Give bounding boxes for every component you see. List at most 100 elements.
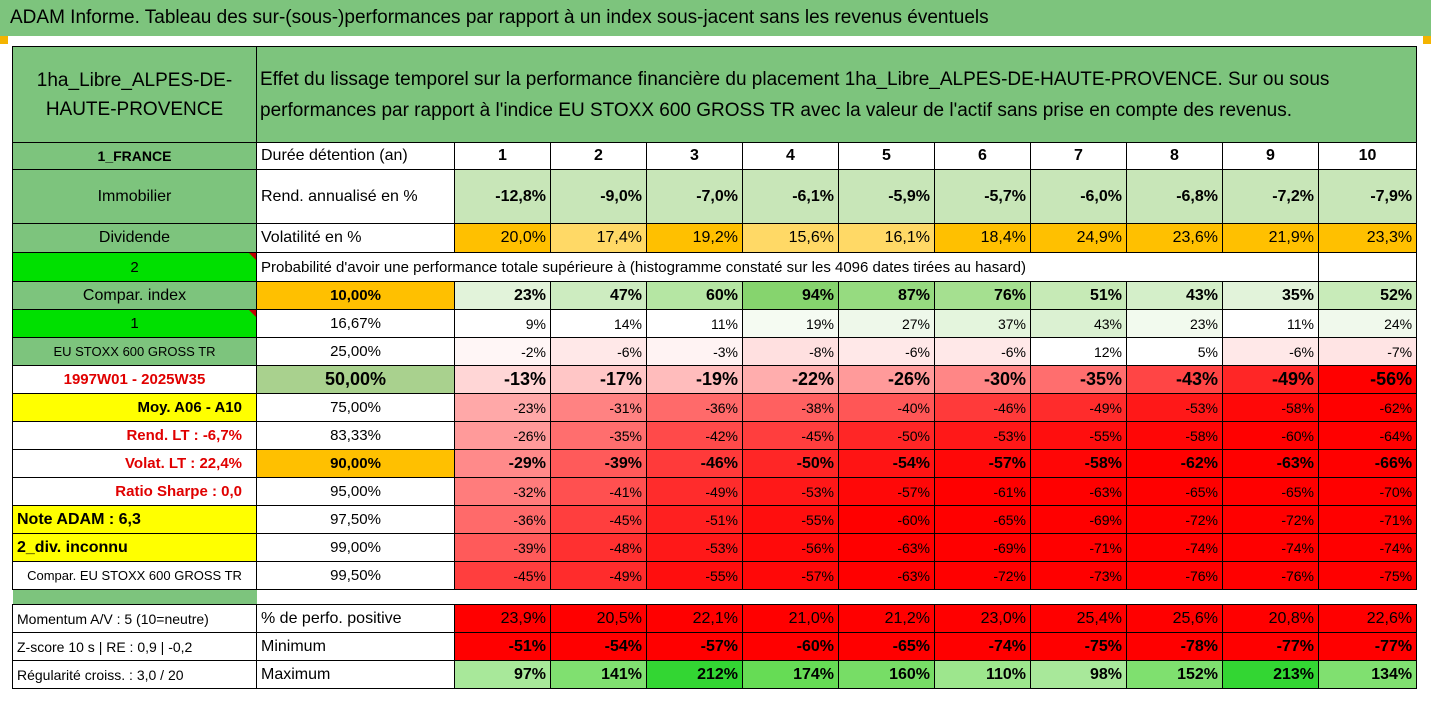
quantile-label: 25,00% bbox=[256, 337, 455, 366]
prob-cell: -45% bbox=[454, 561, 551, 590]
prob-cell: 52% bbox=[1317, 281, 1418, 310]
prob-cell: -45% bbox=[550, 505, 647, 534]
prob-cell: -51% bbox=[646, 505, 743, 534]
quantile-label: 99,50% bbox=[256, 561, 455, 590]
prob-cell: -49% bbox=[1030, 393, 1127, 422]
prob-cell: -35% bbox=[550, 421, 647, 450]
prob-cell: -29% bbox=[454, 449, 551, 478]
maximum-cell: 98% bbox=[1030, 660, 1127, 689]
year-header: 10 bbox=[1317, 142, 1418, 170]
prob-cell: -7% bbox=[1317, 337, 1418, 366]
prob-cell: 94% bbox=[742, 281, 839, 310]
vol-cell: 17,4% bbox=[550, 223, 647, 253]
pct-positive-cell: 21,2% bbox=[838, 604, 935, 633]
prob-cell: -63% bbox=[838, 561, 935, 590]
prob-cell: -62% bbox=[1317, 393, 1418, 422]
rend-cell: -5,9% bbox=[838, 169, 935, 224]
period-label: 1997W01 - 2025W35 bbox=[12, 365, 257, 394]
maximum-cell: 97% bbox=[454, 660, 551, 689]
index-name: EU STOXX 600 GROSS TR bbox=[12, 337, 257, 366]
prob-cell: -31% bbox=[550, 393, 647, 422]
rend-cell: -6,1% bbox=[742, 169, 839, 224]
prob-cell: -65% bbox=[1126, 477, 1223, 506]
prob-cell: -8% bbox=[742, 337, 839, 366]
prob-cell: -57% bbox=[838, 477, 935, 506]
prob-cell: -19% bbox=[646, 365, 743, 394]
prob-cell: -53% bbox=[646, 533, 743, 562]
prob-cell: -76% bbox=[1222, 561, 1319, 590]
prob-cell: -53% bbox=[934, 421, 1031, 450]
prob-cell: 43% bbox=[1030, 309, 1127, 338]
compar-index-label: Compar. index bbox=[12, 281, 257, 310]
prob-cell: 23% bbox=[1126, 309, 1223, 338]
prob-cell: -72% bbox=[1126, 505, 1223, 534]
prob-cell: -57% bbox=[742, 561, 839, 590]
maximum-cell: 152% bbox=[1126, 660, 1223, 689]
prob-cell: 23% bbox=[454, 281, 551, 310]
dividend-label: Dividende bbox=[12, 223, 257, 253]
year-header: 1 bbox=[454, 142, 551, 170]
prob-cell: -36% bbox=[646, 393, 743, 422]
prob-cell: -60% bbox=[838, 505, 935, 534]
compar-index-name: Compar. EU STOXX 600 GROSS TR bbox=[12, 561, 257, 590]
quantile-label: 95,00% bbox=[256, 477, 455, 506]
pct-pos-label: % de perfo. positive bbox=[256, 604, 455, 633]
prob-cell: -49% bbox=[550, 561, 647, 590]
vol-cell: 16,1% bbox=[838, 223, 935, 253]
prob-cell: 14% bbox=[550, 309, 647, 338]
prob-cell: -26% bbox=[838, 365, 935, 394]
quantile-label: 99,00% bbox=[256, 533, 455, 562]
minimum-cell: -60% bbox=[742, 632, 839, 661]
param-two: 2 bbox=[12, 252, 257, 282]
prob-cell: -61% bbox=[934, 477, 1031, 506]
prob-cell: -57% bbox=[934, 449, 1031, 478]
prob-cell: -42% bbox=[646, 421, 743, 450]
prob-cell: -53% bbox=[1126, 393, 1223, 422]
pct-positive-cell: 20,5% bbox=[550, 604, 647, 633]
prob-cell: -40% bbox=[838, 393, 935, 422]
prob-cell: -63% bbox=[838, 533, 935, 562]
prob-cell: -69% bbox=[1030, 505, 1127, 534]
pct-positive-cell: 21,0% bbox=[742, 604, 839, 633]
prob-cell: -72% bbox=[1222, 505, 1319, 534]
prob-cell: -69% bbox=[934, 533, 1031, 562]
prob-cell: -55% bbox=[1030, 421, 1127, 450]
prob-cell: -74% bbox=[1222, 533, 1319, 562]
prob-cell: -2% bbox=[454, 337, 551, 366]
year-header: 2 bbox=[550, 142, 647, 170]
quantile-label: 16,67% bbox=[256, 309, 455, 338]
prob-cell: -46% bbox=[646, 449, 743, 478]
prob-cell: -6% bbox=[550, 337, 647, 366]
prob-cell: -17% bbox=[550, 365, 647, 394]
volat-lt-label: Volat. LT : 22,4% bbox=[12, 449, 257, 478]
maximum-cell: 141% bbox=[550, 660, 647, 689]
prob-cell: -43% bbox=[1126, 365, 1223, 394]
vol-cell: 21,9% bbox=[1222, 223, 1319, 253]
maximum-cell: 160% bbox=[838, 660, 935, 689]
rend-cell: -9,0% bbox=[550, 169, 647, 224]
prob-cell: 76% bbox=[934, 281, 1031, 310]
quantile-label: 83,33% bbox=[256, 421, 455, 450]
fund-name: 1ha_Libre_ALPES-DE-HAUTE-PROVENCE bbox=[12, 46, 257, 143]
year-header: 3 bbox=[646, 142, 743, 170]
rend-cell: -7,9% bbox=[1317, 169, 1418, 224]
year-header: 6 bbox=[934, 142, 1031, 170]
quantile-label: 97,50% bbox=[256, 505, 455, 534]
quantile-label: 50,00% bbox=[256, 365, 455, 394]
sharpe-label: Ratio Sharpe : 0,0 bbox=[12, 477, 257, 506]
rend-cell: -6,8% bbox=[1126, 169, 1223, 224]
div-unknown-label: 2_div. inconnu bbox=[12, 533, 257, 562]
year-header: 7 bbox=[1030, 142, 1127, 170]
prob-cell: -36% bbox=[454, 505, 551, 534]
report-title: ADAM Informe. Tableau des sur-(sous-)per… bbox=[0, 0, 1431, 36]
quantile-label: 10,00% bbox=[256, 281, 455, 310]
prob-cell: 47% bbox=[550, 281, 647, 310]
prob-cell: -75% bbox=[1317, 561, 1418, 590]
pct-positive-cell: 23,9% bbox=[454, 604, 551, 633]
vol-label: Volatilité en % bbox=[256, 223, 455, 253]
rend-label: Rend. annualisé en % bbox=[256, 169, 455, 224]
prob-cell: -53% bbox=[742, 477, 839, 506]
vol-cell: 18,4% bbox=[934, 223, 1031, 253]
pct-positive-cell: 25,6% bbox=[1126, 604, 1223, 633]
vol-cell: 20,0% bbox=[454, 223, 551, 253]
